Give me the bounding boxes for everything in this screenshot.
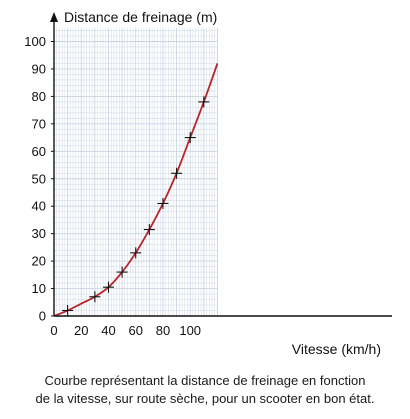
x-axis-label: Vitesse (km/h) — [292, 341, 381, 357]
y-tick-label: 60 — [32, 144, 46, 159]
x-tick-label: 20 — [74, 323, 88, 338]
y-tick-label: 80 — [32, 89, 46, 104]
data-point-marker — [89, 291, 101, 303]
y-tick-label: 100 — [24, 34, 46, 49]
grid — [53, 27, 218, 317]
y-tick-label: 20 — [32, 254, 46, 269]
figure-caption: Courbe représentant la distance de frein… — [0, 372, 410, 408]
data-point-marker — [198, 96, 210, 108]
x-tick-label: 100 — [179, 323, 201, 338]
x-tick-label: 0 — [50, 323, 57, 338]
y-tick-label: 30 — [32, 226, 46, 241]
points-layer — [62, 96, 210, 317]
y-tick-label: 50 — [32, 171, 46, 186]
caption-line-1: Courbe représentant la distance de frein… — [44, 373, 366, 388]
data-point-marker — [62, 305, 74, 317]
y-tick-label: 40 — [32, 199, 46, 214]
y-tick-label: 90 — [32, 61, 46, 76]
x-tick-label: 60 — [128, 323, 142, 338]
y-axis-label: Distance de freinage (m) — [64, 9, 217, 25]
data-point-marker — [143, 224, 155, 236]
data-point-marker — [116, 266, 128, 278]
data-point-marker — [130, 247, 142, 259]
tick-labels: 0 10 20 30 40 50 60 70 80 90 100 0 20 40 60 80 100 — [24, 34, 201, 338]
y-axis-arrow — [50, 12, 58, 22]
y-tick-label: 0 — [39, 309, 46, 324]
data-point-marker — [171, 167, 183, 179]
y-tick-label: 70 — [32, 116, 46, 131]
x-tick-label: 40 — [101, 323, 115, 338]
x-tick-label: 80 — [156, 323, 170, 338]
caption-line-2: de la vitesse, sur route sèche, pour un … — [35, 391, 375, 406]
chart: 0 10 20 30 40 50 60 70 80 90 100 0 20 40 60 80 100 Dista… — [24, 9, 392, 357]
data-point-marker — [157, 197, 169, 209]
axes — [50, 12, 392, 317]
data-point-marker — [184, 132, 196, 144]
y-tick-label: 10 — [32, 281, 46, 296]
data-point-marker — [102, 281, 114, 293]
